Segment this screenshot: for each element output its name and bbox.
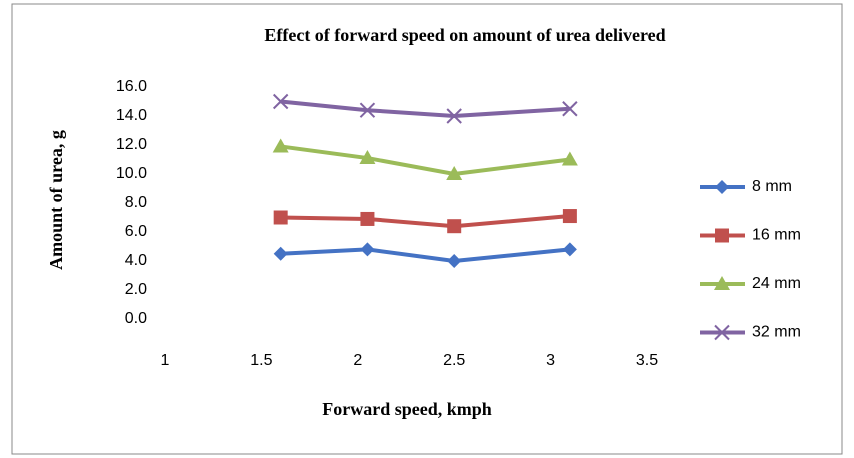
chart-title: Effect of forward speed on amount of ure… bbox=[264, 25, 665, 45]
series-line bbox=[280, 247, 571, 264]
x-tick-label: 1.5 bbox=[250, 352, 272, 369]
x-tick-label: 2 bbox=[353, 352, 362, 369]
marker bbox=[360, 242, 375, 257]
legend-marker bbox=[714, 276, 730, 290]
y-tick-label: 14.0 bbox=[116, 107, 147, 124]
y-tick-label: 16.0 bbox=[116, 78, 147, 95]
legend-label: 16 mm bbox=[752, 227, 801, 244]
legend-label: 24 mm bbox=[752, 275, 801, 292]
y-tick-label: 2.0 bbox=[125, 281, 147, 298]
x-tick-label: 1 bbox=[161, 352, 170, 369]
y-tick-label: 12.0 bbox=[116, 136, 147, 153]
marker bbox=[562, 242, 577, 257]
x-axis-label: Forward speed, kmph bbox=[322, 399, 492, 419]
marker bbox=[447, 219, 462, 234]
x-tick-label: 2.5 bbox=[443, 352, 465, 369]
x-tick-label: 3.5 bbox=[636, 352, 658, 369]
legend-marker bbox=[715, 180, 729, 194]
marker bbox=[359, 102, 376, 118]
marker bbox=[561, 151, 578, 166]
series-line bbox=[280, 144, 571, 177]
y-axis-label: Amount of urea, g bbox=[46, 130, 66, 270]
legend-label: 32 mm bbox=[752, 324, 801, 341]
y-tick-label: 8.0 bbox=[125, 194, 147, 211]
marker bbox=[446, 166, 463, 180]
marker bbox=[447, 254, 462, 268]
marker bbox=[446, 108, 462, 124]
marker bbox=[360, 211, 375, 226]
chart-frame bbox=[11, 3, 843, 455]
series-line bbox=[280, 99, 571, 119]
legend-marker bbox=[715, 228, 729, 243]
y-tick-label: 6.0 bbox=[125, 223, 147, 240]
marker bbox=[359, 150, 376, 165]
marker bbox=[272, 93, 289, 110]
series-line bbox=[280, 214, 571, 229]
marker bbox=[562, 209, 577, 224]
marker bbox=[272, 138, 289, 153]
y-tick-label: 0.0 bbox=[125, 310, 147, 327]
marker bbox=[273, 246, 288, 261]
x-tick-label: 3 bbox=[546, 352, 555, 369]
legend-marker bbox=[714, 324, 730, 341]
y-tick-label: 4.0 bbox=[125, 252, 147, 269]
marker bbox=[562, 101, 578, 117]
legend-label: 8 mm bbox=[752, 178, 792, 195]
y-tick-label: 10.0 bbox=[116, 165, 147, 182]
marker bbox=[273, 210, 288, 225]
